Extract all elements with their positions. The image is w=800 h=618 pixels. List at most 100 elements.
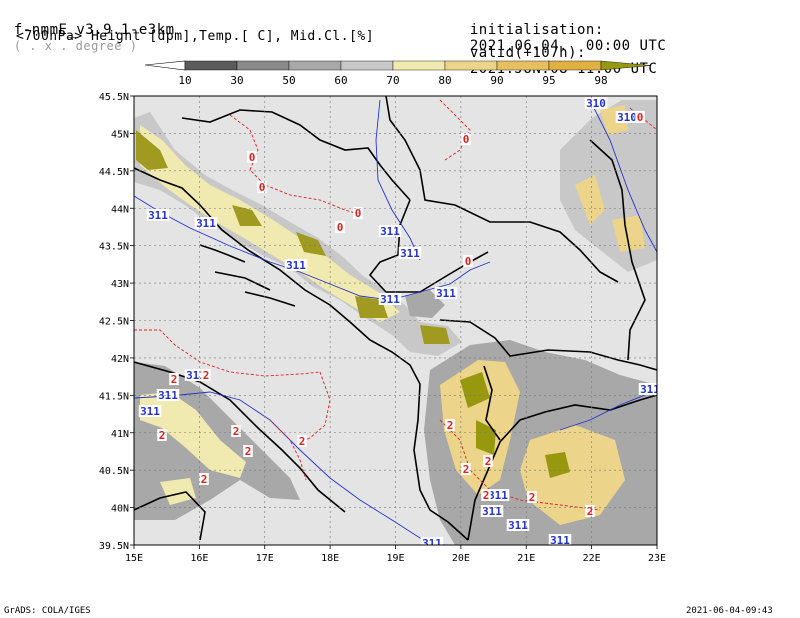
height-contour-label: 311 (488, 489, 508, 502)
lon-label: 17E (256, 553, 274, 564)
lat-label: 43.5N (99, 242, 129, 253)
border-croatia-bosnia (181, 109, 411, 201)
height-contour-label-box (584, 97, 608, 109)
temp-contour-label: 2 (485, 455, 492, 468)
footer-timestamp: 2021-06-04-09:43 (686, 606, 773, 616)
temp-contour-label: 2 (529, 491, 536, 504)
height-contour-label-box (420, 537, 444, 545)
colorbar-label: 10 (178, 74, 191, 87)
border-albania-greece (467, 394, 657, 541)
height-contour-label-box (284, 259, 308, 271)
lat-label: 40N (111, 504, 129, 515)
temp-contour-label-box (157, 429, 167, 441)
lat-label: 44N (111, 204, 129, 215)
temp-contour-label-box (635, 111, 645, 123)
border-serbia-north (385, 96, 619, 283)
height-contour-label: 311 (196, 217, 216, 230)
colorbar-boxes (144, 60, 652, 71)
height-contour-311-north (134, 195, 491, 301)
temp-contour-0-northeast (439, 99, 471, 161)
temp-contour-label-box (297, 435, 307, 447)
height-contour-label: 310 (586, 97, 606, 110)
height-contour-label: 310 (617, 111, 637, 124)
border-albania-macedonia (483, 365, 501, 441)
height-contour-310 (589, 99, 657, 253)
height-contour-label-box (638, 383, 657, 395)
island-hvar (214, 271, 271, 291)
temp-contour-label-box (353, 207, 363, 219)
temp-contour-label: 2 (233, 425, 240, 438)
height-contour-311-central (375, 99, 421, 261)
cloud-core-italy (140, 392, 246, 505)
lat-label: 41N (111, 429, 129, 440)
model-title: f-nmmE_v3.9.1-e3km ( . x . degree ) (0, 6, 175, 54)
lat-label: 45N (111, 129, 129, 140)
colorbar-arrow-right (600, 60, 652, 71)
model-name: f-nmmE_v3.9.1-e3km (13, 22, 175, 38)
temp-contour-label-box (231, 425, 241, 437)
temp-contour-label-box (247, 151, 257, 163)
height-contour-label-box (434, 287, 458, 299)
height-contour-label: 311 (482, 505, 502, 518)
temp-contour-label: 2 (587, 505, 594, 518)
temp-contour-label-box (527, 491, 537, 503)
temp-contour-label-box (481, 489, 491, 501)
coast-italy-heel (134, 491, 206, 541)
height-contour-label-box (480, 505, 504, 517)
lon-label: 20E (452, 553, 470, 564)
height-contour-label: 311 (400, 247, 420, 260)
temp-contour-label: 2 (159, 429, 166, 442)
colorbar-label: 95 (542, 74, 555, 87)
latitude-labels: 45.5N 45N 44.5N 44N 43.5N 43N 42.5N 42N 41.5N 41N… (99, 92, 129, 552)
temp-contour-label-box (445, 419, 455, 431)
colorbar-label: 60 (334, 74, 347, 87)
lat-label: 42N (111, 354, 129, 365)
temp-contour-label: 2 (447, 419, 454, 432)
lat-label: 42.5N (99, 317, 129, 328)
temp-contour-label: 0 (465, 255, 472, 268)
temp-contour-label: 0 (637, 111, 644, 124)
height-contour-label: 311 (148, 209, 168, 222)
height-contour-label: 311 (422, 537, 442, 550)
height-contour-311-south (134, 391, 446, 545)
lat-label: 40.5N (99, 466, 129, 477)
temp-contour-label: 2 (201, 473, 208, 486)
grid-note: ( . x . degree ) (13, 39, 138, 53)
height-contour-label: 311 (508, 519, 528, 532)
colorbar-label: 50 (282, 74, 295, 87)
colorbar-label: 98 (594, 74, 607, 87)
height-contour-label: 311 (550, 534, 570, 547)
border-kosovo-macedonia (439, 319, 657, 371)
coastlines-borders (134, 96, 657, 541)
coast-italy-east (134, 361, 346, 513)
lat-label: 41.5N (99, 391, 129, 402)
coast-adriatic-east (134, 167, 469, 541)
longitude-labels: 15E 16E 17E 18E 19E 20E 21E 22E 23E (125, 553, 666, 564)
temp-contour-label-box (463, 255, 473, 267)
height-contour-label-box (548, 534, 572, 545)
lon-label: 21E (517, 553, 535, 564)
temp-contour-label: 0 (259, 181, 266, 194)
height-contour-label-box (506, 519, 530, 531)
height-contour-label: 311 (158, 389, 178, 402)
temp-contour-label-box (461, 133, 471, 145)
map-frame (133, 95, 658, 546)
temp-contour-label-box (483, 455, 493, 467)
temp-contour-2-italy (269, 419, 307, 481)
height-contour-label: 311 (380, 293, 400, 306)
colorbar-label: 90 (490, 74, 503, 87)
temp-contour-label: 0 (249, 151, 256, 164)
colorbar-label: 70 (386, 74, 399, 87)
temp-contour-label: 2 (463, 463, 470, 476)
temp-contour-label-box (257, 181, 267, 193)
init-label: initialisation: (469, 22, 604, 38)
border-bosnia-serbia (368, 199, 489, 293)
lon-label: 23E (648, 553, 666, 564)
temp-contour-label-box (199, 473, 209, 485)
cloud-core-northeast (575, 105, 645, 252)
height-contour-label-box (156, 389, 180, 401)
temp-contour-label: 2 (171, 373, 178, 386)
height-contour-label: 311 (186, 369, 206, 382)
lon-label: 18E (321, 553, 339, 564)
colorbar-label: 80 (438, 74, 451, 87)
